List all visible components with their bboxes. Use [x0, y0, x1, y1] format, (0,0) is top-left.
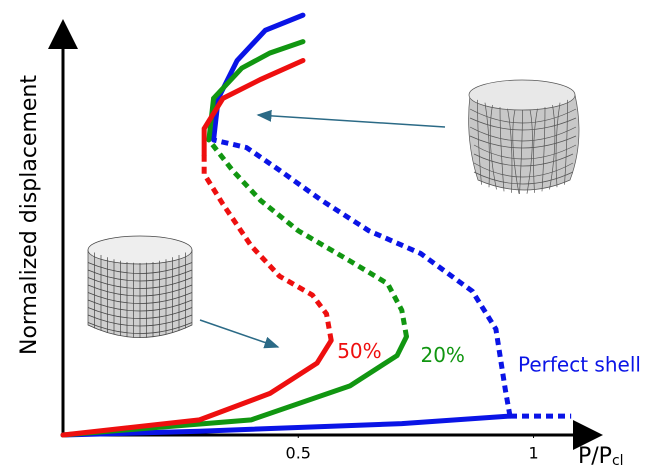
curve-branch	[209, 140, 407, 337]
curve-label: 50%	[337, 339, 381, 363]
curve-label: Perfect shell	[518, 353, 641, 377]
page: {"chart_data": { "type": "line", "x_labe…	[0, 0, 669, 472]
buckled-shell-image	[469, 80, 579, 194]
x-tick-label: 1	[528, 444, 538, 463]
perfect-shell-image	[88, 236, 192, 338]
pointer-arrow	[200, 320, 278, 347]
curve-branch	[204, 155, 331, 340]
curve-branch	[204, 61, 303, 156]
curve-branch	[214, 140, 510, 416]
y-axis-label: Normalized displacement	[17, 75, 42, 355]
pointer-arrow	[258, 115, 445, 127]
chart: Normalized displacement P/Pcl 0.5 1 Perfec…	[0, 0, 669, 472]
curve-branch	[63, 340, 331, 435]
x-axis-label-sub: cl	[612, 453, 624, 469]
x-tick-label: 0.5	[286, 444, 311, 463]
curve-label: 20%	[420, 343, 464, 367]
curve-branch	[214, 15, 303, 140]
x-axis-label-main: P/P	[578, 444, 612, 469]
x-axis-label: P/Pcl	[578, 444, 624, 469]
curve-branch	[209, 42, 303, 140]
